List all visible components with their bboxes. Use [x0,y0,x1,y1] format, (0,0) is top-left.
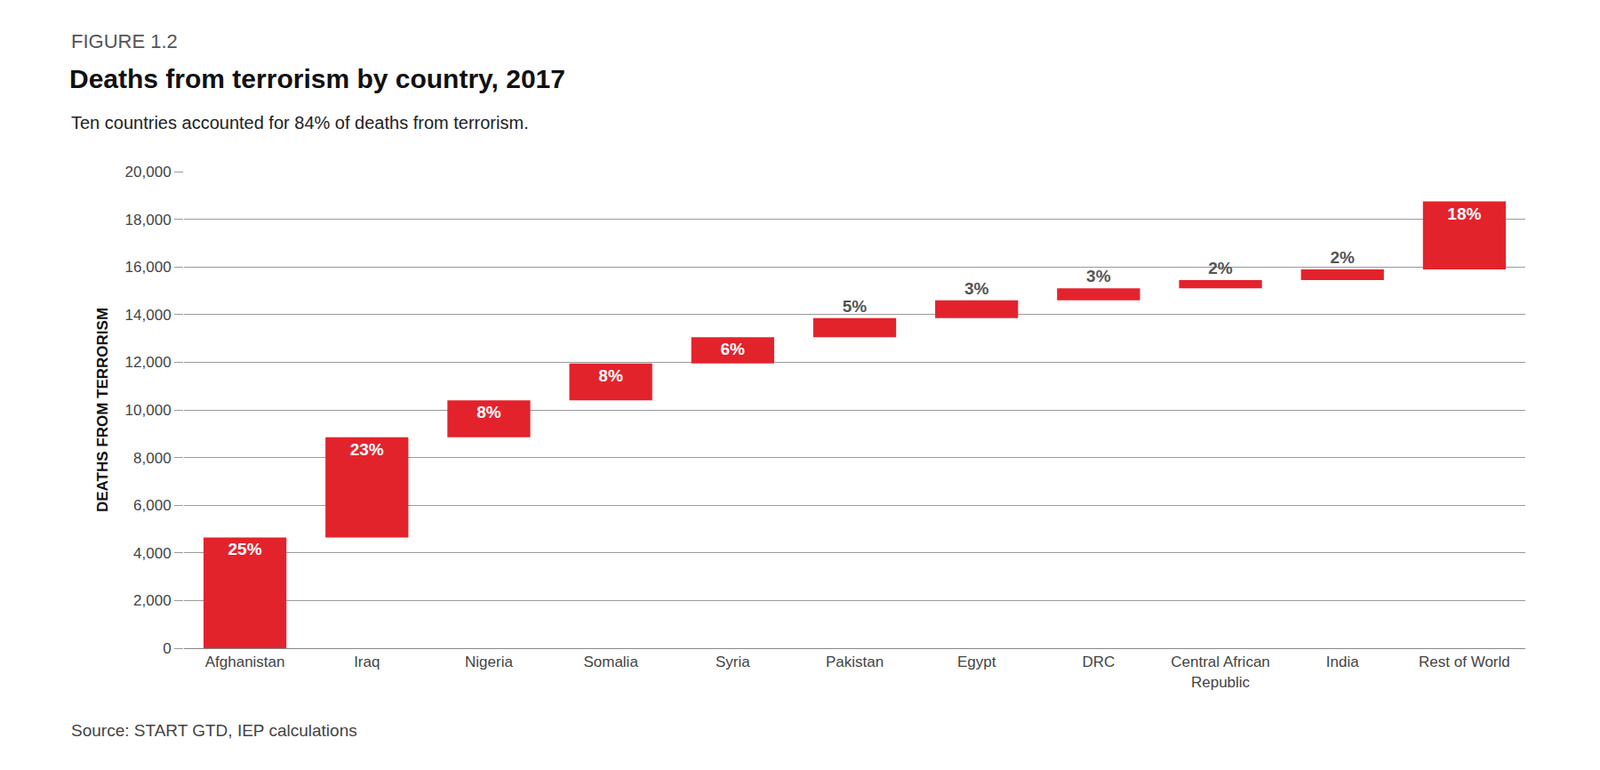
svg-text:16,000: 16,000 [125,258,172,276]
svg-text:8%: 8% [598,366,624,385]
svg-text:23%: 23% [350,440,384,459]
svg-text:3%: 3% [1086,266,1112,286]
svg-text:5%: 5% [842,296,868,316]
svg-text:18,000: 18,000 [125,211,172,229]
svg-text:FIGURE 1.2: FIGURE 1.2 [71,30,178,53]
svg-text:Ten countries accounted for 84: Ten countries accounted for 84% of death… [71,112,529,133]
svg-text:Source: START GTD, IEP calcula: Source: START GTD, IEP calculations [71,720,358,740]
svg-text:DEATHS FROM TERRORISM: DEATHS FROM TERRORISM [94,307,112,512]
svg-text:Rest of World: Rest of World [1418,653,1511,671]
svg-text:6%: 6% [720,339,746,359]
svg-text:2%: 2% [1329,248,1355,267]
svg-text:8,000: 8,000 [133,449,172,467]
svg-text:12,000: 12,000 [125,353,172,371]
svg-text:3%: 3% [964,279,990,298]
svg-text:India: India [1326,653,1360,671]
svg-text:10,000: 10,000 [125,401,172,419]
svg-text:2,000: 2,000 [133,592,172,609]
svg-text:2%: 2% [1208,258,1233,278]
svg-text:Pakistan: Pakistan [825,653,884,671]
svg-text:Syria: Syria [715,653,751,671]
svg-text:Somalia: Somalia [583,653,639,671]
svg-text:20,000: 20,000 [125,163,172,181]
svg-text:0: 0 [162,640,171,657]
svg-text:4,000: 4,000 [133,544,172,562]
svg-text:DRC: DRC [1081,653,1115,671]
svg-text:Central AfricanRepublic: Central AfricanRepublic [1170,653,1271,690]
svg-text:18%: 18% [1447,204,1481,224]
svg-text:Afghanistan: Afghanistan [205,653,286,671]
svg-text:14,000: 14,000 [125,306,172,324]
svg-text:25%: 25% [228,539,263,559]
svg-text:Nigeria: Nigeria [464,653,513,671]
svg-text:Iraq: Iraq [353,653,380,671]
svg-text:6,000: 6,000 [133,496,172,514]
svg-text:Egypt: Egypt [957,653,997,671]
svg-text:Deaths from terrorism by count: Deaths from terrorism by country, 2017 [69,64,566,94]
svg-text:8%: 8% [476,402,502,422]
